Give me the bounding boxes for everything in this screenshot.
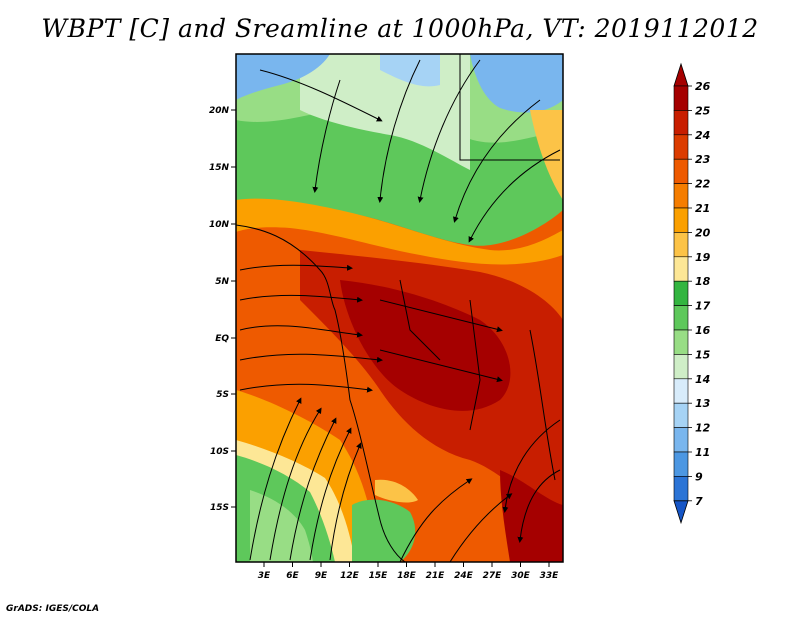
streamlines bbox=[239, 59, 561, 562]
lon-label: 24E bbox=[454, 571, 474, 581]
lon-label: 15E bbox=[369, 571, 389, 581]
colorbar-swatch bbox=[673, 134, 689, 160]
colorbar-swatch bbox=[673, 280, 689, 306]
colorbar-swatch bbox=[673, 183, 689, 209]
lat-label: 10N bbox=[209, 220, 230, 230]
colorbar-label: 9 bbox=[695, 470, 703, 483]
longitude-axis: 3E 6E 9E 12E 15E 18E 21E 24E 27E 30E 33E bbox=[258, 562, 559, 581]
lon-label: 21E bbox=[426, 571, 446, 581]
coastlines bbox=[236, 54, 563, 562]
lon-label: 33E bbox=[540, 571, 560, 581]
colorbar-label: 17 bbox=[695, 300, 711, 313]
colorbar-label: 11 bbox=[695, 446, 710, 459]
lat-label: 5N bbox=[215, 277, 229, 287]
colorbar-swatch bbox=[673, 451, 689, 477]
colorbar-label: 12 bbox=[695, 422, 711, 435]
map-figure: 20N 15N 10N 5N EQ 5S 10S 15S 3E 6E 9E 12E 15E 18E 21E… bbox=[209, 53, 711, 581]
latitude-axis: 20N 15N 10N 5N EQ 5S 10S 15S bbox=[209, 106, 236, 513]
lon-label: 6E bbox=[286, 571, 299, 581]
colorbar-label: 22 bbox=[695, 178, 711, 191]
colorbar-top-arrow bbox=[673, 62, 689, 87]
colorbar-swatch bbox=[673, 256, 689, 282]
lat-label: EQ bbox=[215, 334, 229, 344]
colorbar-swatch bbox=[673, 110, 689, 136]
colorbar-label: 19 bbox=[695, 251, 711, 264]
footer-credit: GrADS: IGES/COLA bbox=[6, 604, 100, 614]
colorbar-label: 23 bbox=[695, 153, 711, 166]
colorbar-bottom-arrow bbox=[673, 500, 689, 525]
colorbar-swatch bbox=[673, 232, 689, 258]
colorbar-label: 15 bbox=[695, 348, 711, 361]
colorbar-label: 7 bbox=[695, 495, 703, 508]
lat-label: 20N bbox=[209, 106, 230, 116]
colorbar-label: 25 bbox=[695, 104, 711, 117]
colorbar: 26 25 24 23 22 21 20 19 18 17 16 15 14 13 12 11 9 7 bbox=[673, 62, 711, 525]
colorbar-swatch bbox=[673, 158, 689, 184]
lat-label: 15S bbox=[210, 503, 229, 513]
lat-label: 10S bbox=[210, 447, 229, 457]
lon-label: 12E bbox=[340, 571, 360, 581]
lon-label: 9E bbox=[315, 571, 328, 581]
lon-label: 27E bbox=[483, 571, 503, 581]
colorbar-swatch bbox=[673, 305, 689, 331]
colorbar-label: 18 bbox=[695, 275, 711, 288]
chart-title: WBPT [C] and Sreamline at 1000hPa, VT: 2… bbox=[41, 14, 759, 43]
colorbar-swatch bbox=[673, 85, 689, 111]
lat-label: 5S bbox=[216, 390, 229, 400]
colorbar-swatch bbox=[673, 476, 689, 502]
colorbar-swatch bbox=[673, 402, 689, 428]
map-frame bbox=[235, 53, 564, 563]
colorbar-label: 26 bbox=[695, 80, 711, 93]
colorbar-label: 16 bbox=[695, 324, 711, 337]
colorbar-label: 13 bbox=[695, 397, 711, 410]
colorbar-label: 24 bbox=[695, 129, 710, 142]
colorbar-swatch bbox=[673, 427, 689, 453]
colorbar-swatch bbox=[673, 378, 689, 404]
colorbar-label: 20 bbox=[695, 226, 711, 239]
lon-label: 18E bbox=[397, 571, 417, 581]
colorbar-swatch bbox=[673, 207, 689, 233]
colorbar-label: 14 bbox=[695, 373, 710, 386]
lat-label: 15N bbox=[209, 163, 230, 173]
colorbar-swatch bbox=[673, 354, 689, 380]
colorbar-swatch bbox=[673, 329, 689, 355]
lon-label: 30E bbox=[511, 571, 531, 581]
map-area bbox=[236, 54, 563, 562]
colorbar-label: 21 bbox=[695, 202, 710, 215]
lon-label: 3E bbox=[258, 571, 271, 581]
